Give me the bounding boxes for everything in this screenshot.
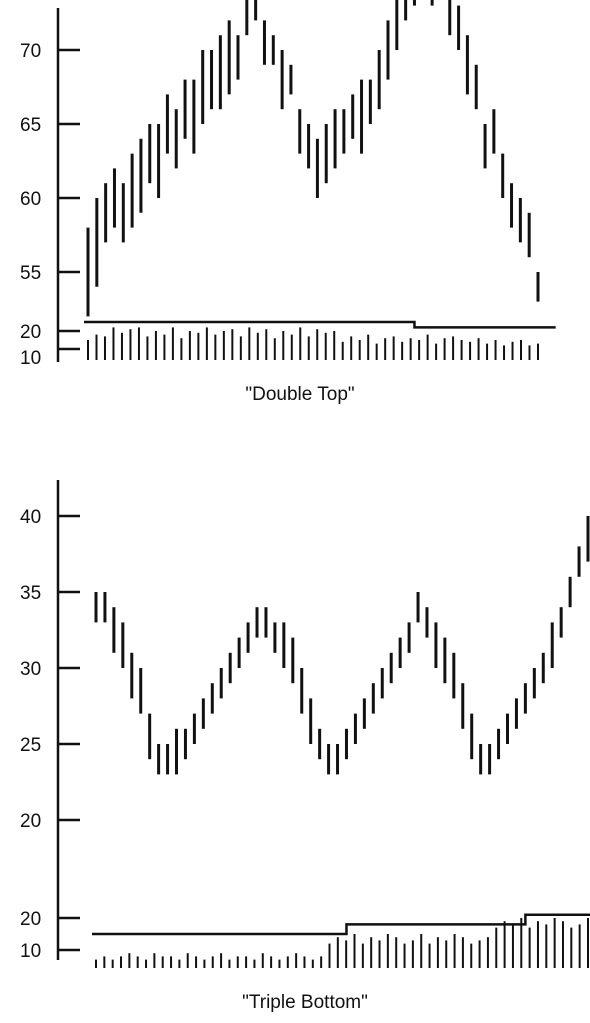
double-top-volume-average-line	[84, 320, 556, 329]
double-top-tick-marks	[58, 48, 80, 351]
triple-bottom-volume-bars	[95, 918, 589, 968]
double-top-caption: "Double Top"	[245, 384, 354, 405]
price-tick-label: 35	[20, 583, 41, 604]
double-top-tick-labels: 70 65 60 55 20 10	[20, 41, 41, 369]
double-top-volume-bars	[87, 327, 539, 360]
volume-tick-label: 20	[20, 322, 41, 343]
price-tick-label: 60	[20, 189, 41, 210]
triple-bottom-tick-marks	[58, 514, 80, 952]
triple-bottom-volume-average-line	[92, 913, 590, 936]
price-tick-label: 55	[20, 263, 41, 284]
volume-tick-label: 10	[20, 941, 41, 962]
triple-bottom-price-bars	[94, 516, 590, 775]
price-tick-label: 40	[20, 507, 41, 528]
price-tick-label: 70	[20, 41, 41, 62]
triple-bottom-tick-labels: 40 35 30 25 20 20 10	[20, 507, 41, 962]
double-top-price-bars	[86, 0, 540, 317]
double-top-chart: 70 65 60 55 20 10 "Double Top"	[20, 0, 556, 405]
price-tick-label: 65	[20, 115, 41, 136]
volume-tick-label: 20	[20, 909, 41, 930]
triple-bottom-chart: 40 35 30 25 20 20 10 "Triple Bottom"	[20, 480, 590, 1013]
price-tick-label: 20	[20, 811, 41, 832]
volume-tick-label: 10	[20, 348, 41, 369]
triple-bottom-caption: "Triple Bottom"	[242, 992, 368, 1013]
price-tick-label: 30	[20, 659, 41, 680]
price-tick-label: 25	[20, 735, 41, 756]
